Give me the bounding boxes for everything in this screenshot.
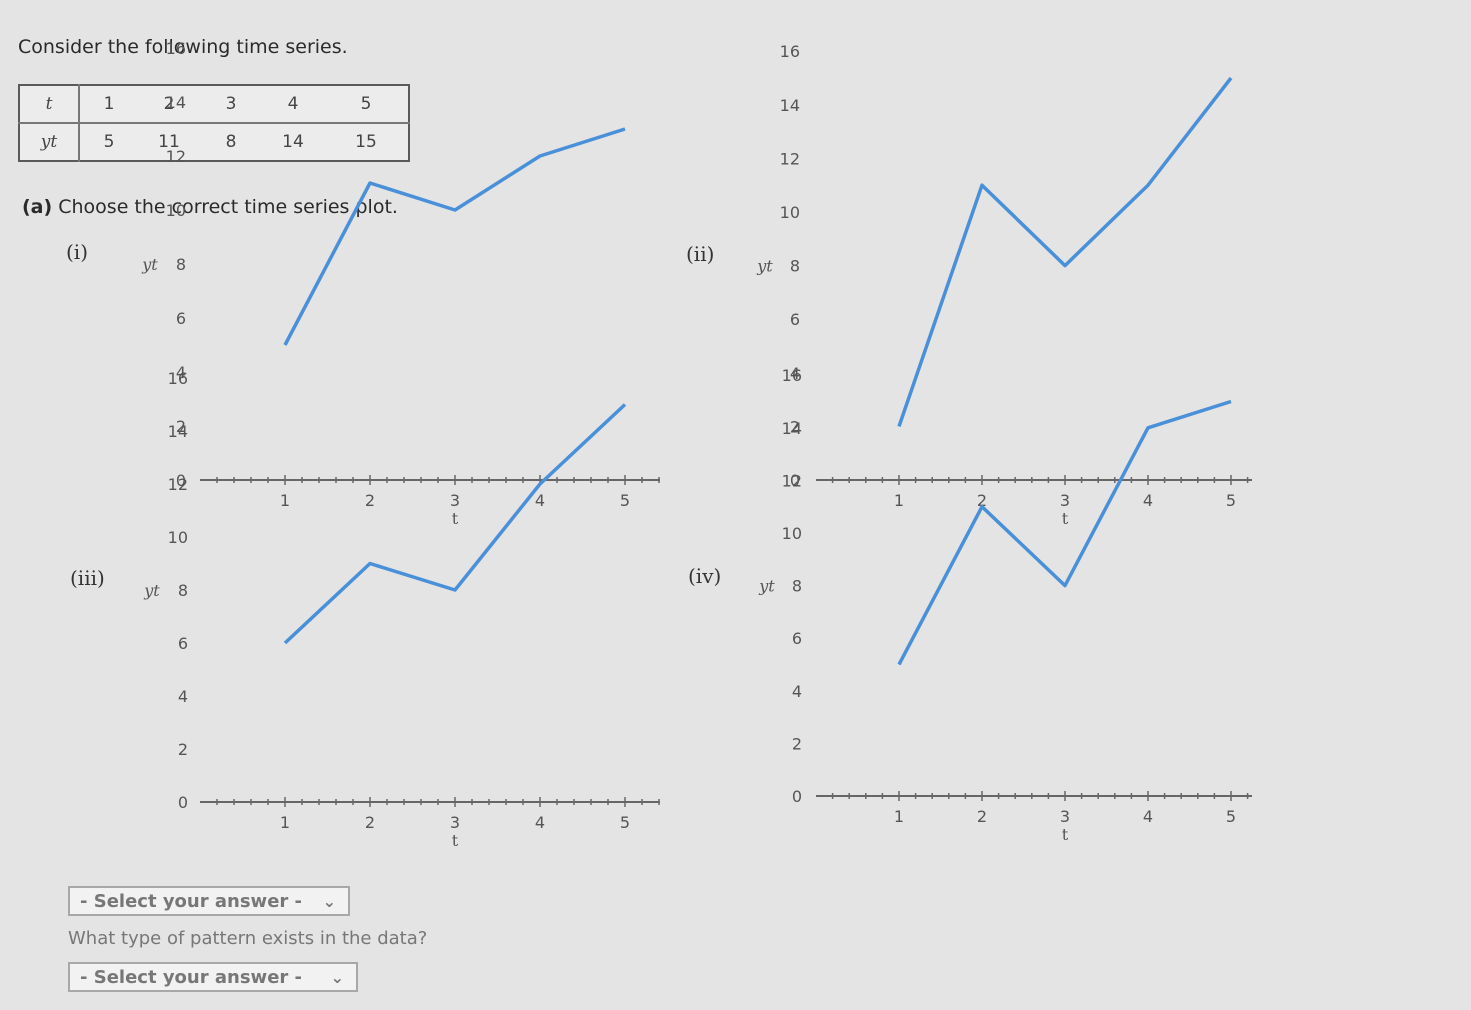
y-tick-label: 0 [178, 793, 188, 812]
x-tick-label: 2 [365, 813, 375, 832]
y-tick-label: 0 [176, 471, 186, 490]
y-tick-label: 4 [176, 363, 186, 382]
plot-answer-value: - Select your answer - [80, 891, 303, 912]
y-tick-label: 14 [168, 422, 188, 441]
plot-label-i: (i) [66, 240, 89, 264]
x-tick-label: 4 [1143, 807, 1153, 826]
series-line [283, 403, 627, 645]
x-axis-label: t [452, 831, 459, 850]
x-tick-label: 4 [1143, 491, 1153, 510]
y-tick-label: 8 [792, 577, 802, 596]
y-tick-label: 12 [168, 475, 188, 494]
y-header: yt [19, 123, 80, 161]
y-tick-label: 6 [178, 634, 188, 653]
t-cell: 3 [200, 85, 262, 124]
y-tick-label: 8 [176, 255, 186, 274]
x-tick-label: 3 [1060, 491, 1070, 510]
x-axis-label: t [1062, 825, 1069, 844]
plot-answer-select[interactable]: - Select your answer - ⌄ [68, 886, 350, 916]
x-tick-label: 5 [620, 813, 630, 832]
y-tick-label: 16 [166, 39, 186, 58]
y-tick-label: 16 [168, 369, 188, 388]
series-line [897, 76, 1233, 427]
x-tick-label: 4 [535, 491, 545, 510]
x-tick-label: 5 [1226, 491, 1236, 510]
y-tick-label: 14 [166, 93, 186, 112]
x-tick-label: 2 [977, 491, 987, 510]
y-axis-label: yt [141, 255, 158, 274]
y-tick-label: 10 [166, 201, 186, 220]
x-tick-label: 5 [1226, 807, 1236, 826]
y-axis-label: yt [756, 257, 773, 276]
y-tick-label: 10 [168, 528, 188, 547]
y-tick-label: 6 [176, 309, 186, 328]
y-tick-label: 14 [782, 419, 802, 438]
x-tick-label: 4 [535, 813, 545, 832]
x-tick-label: 5 [620, 491, 630, 510]
x-axis-label: t [452, 509, 459, 528]
y-cell: 14 [282, 132, 304, 152]
plot-label-ii: (ii) [686, 242, 715, 266]
x-tick-label: 3 [1060, 807, 1070, 826]
x-tick-label: 3 [450, 491, 460, 510]
part-a-text: Choose the correct time series plot. [58, 196, 398, 218]
pattern-answer-value: - Select your answer - [80, 967, 303, 988]
y-tick-label: 2 [790, 417, 800, 436]
y-tick-label: 8 [790, 257, 800, 276]
time-series-table: t 1 2 3 4 5 yt 5 11 8 14 15 [18, 84, 410, 162]
y-tick-label: 16 [782, 366, 802, 385]
x-tick-label: 2 [365, 491, 375, 510]
y-cell: 8 [225, 132, 237, 152]
x-tick-label: 3 [450, 813, 460, 832]
pattern-question: What type of pattern exists in the data? [68, 928, 428, 949]
chevron-down-icon: ⌄ [330, 968, 344, 987]
plot-label-iv: (iv) [688, 564, 722, 588]
x-tick-label: 1 [280, 813, 290, 832]
y-tick-label: 4 [790, 364, 800, 383]
series-line [283, 127, 626, 346]
part-a-prefix: (a) [22, 196, 53, 218]
y-tick-label: 16 [780, 42, 800, 61]
y-tick-label: 8 [178, 581, 188, 600]
y-tick-label: 0 [790, 471, 800, 490]
x-tick-label: 2 [977, 807, 987, 826]
intro-text: Consider the following time series. [18, 36, 348, 58]
table-row: t 1 2 3 4 5 [19, 85, 409, 124]
y-tick-label: 10 [782, 524, 802, 543]
t-cell: 2 [138, 85, 200, 124]
y-tick-label: 12 [780, 149, 800, 168]
plot-label-iii: (iii) [70, 566, 105, 590]
y-axis-label: yt [143, 581, 160, 600]
x-axis-label: t [1062, 509, 1069, 528]
t-cell: 1 [79, 85, 138, 124]
y-cell: 15 [355, 132, 377, 152]
y-cell: 11 [158, 132, 180, 152]
x-tick-label: 1 [894, 491, 904, 510]
y-tick-label: 4 [792, 682, 802, 701]
y-tick-label: 2 [178, 740, 188, 759]
y-tick-label: 10 [780, 203, 800, 222]
t-cell: 5 [324, 85, 409, 124]
y-axis-label: yt [758, 577, 775, 596]
x-tick-label: 1 [280, 491, 290, 510]
y-tick-label: 12 [782, 471, 802, 490]
x-tick-label: 1 [894, 807, 904, 826]
y-tick-label: 2 [792, 734, 802, 753]
part-a-prompt: (a) Choose the correct time series plot. [22, 196, 398, 218]
y-tick-label: 12 [166, 147, 186, 166]
y-tick-label: 14 [780, 96, 800, 115]
y-tick-label: 4 [178, 687, 188, 706]
y-cell: 5 [103, 132, 115, 152]
t-header: t [19, 85, 80, 124]
t-cell: 4 [262, 85, 324, 124]
y-tick-label: 2 [176, 417, 186, 436]
y-tick-label: 0 [792, 787, 802, 806]
y-tick-label: 6 [792, 629, 802, 648]
series-line [897, 399, 1232, 666]
chevron-down-icon: ⌄ [322, 892, 336, 911]
y-tick-label: 6 [790, 310, 800, 329]
pattern-answer-select[interactable]: - Select your answer - ⌄ [68, 962, 358, 992]
table-row: yt 5 11 8 14 15 [19, 123, 409, 161]
